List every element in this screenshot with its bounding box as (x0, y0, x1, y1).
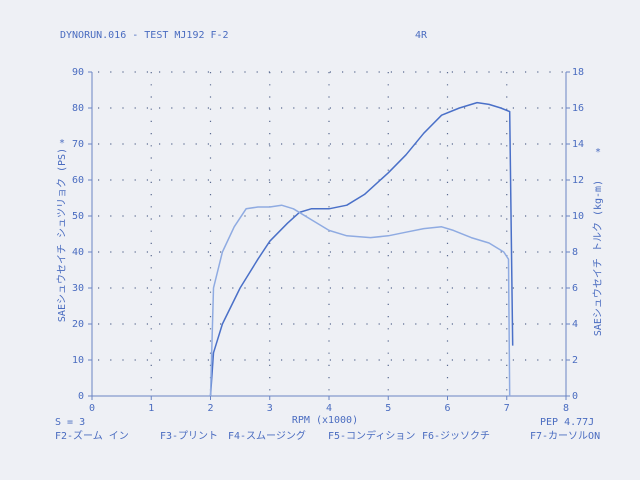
x-tick-label: 6 (444, 403, 450, 414)
status-left: S = 3 (55, 417, 85, 428)
x-tick-label: 8 (563, 403, 569, 414)
y-tick-label: 50 (72, 211, 84, 222)
y-tick-label: 40 (72, 247, 84, 258)
y2-tick-label: 16 (572, 103, 584, 114)
y-axis-label: SAEシュウセイチ シュツリョク (PS) (56, 148, 68, 322)
y2-tick-label: 2 (572, 355, 578, 366)
x-axis-label: RPM (x1000) (292, 415, 358, 426)
y2-axis-label: SAEシュウセイチ トルク (kg-m) (592, 180, 604, 336)
y-tick-label: 90 (72, 67, 84, 78)
power-line (209, 101, 514, 397)
y-tick-label: 0 (78, 391, 84, 402)
function-key: F3-プリント (160, 430, 218, 442)
function-key: F5-コンディション (328, 429, 415, 442)
y2-tick-label: 6 (572, 283, 578, 294)
x-tick-label: 4 (326, 403, 332, 414)
y2-tick-label: 8 (572, 247, 578, 258)
torque-line (209, 204, 511, 397)
y-tick-label: 60 (72, 175, 84, 186)
x-tick-label: 1 (148, 403, 154, 414)
y2-tick-label: 12 (572, 175, 584, 186)
y-tick-label: 10 (72, 355, 84, 366)
function-key: F4-スムージング (228, 429, 306, 442)
function-key: F2-ズーム イン (55, 429, 129, 442)
chart-title: DYNORUN.016 - TEST MJ192 F-2 (60, 30, 229, 41)
function-key: F6-ジッソクチ (422, 430, 490, 442)
x-tick-label: 7 (504, 403, 510, 414)
run-label: 4R (415, 30, 428, 41)
y2-tick-label: 0 (572, 391, 578, 402)
y2-tick-label: 10 (572, 211, 584, 222)
y-tick-label: 80 (72, 103, 84, 114)
y-tick-label: 30 (72, 283, 84, 294)
left-marker: * (59, 138, 65, 149)
x-tick-label: 5 (385, 403, 391, 414)
y2-tick-label: 18 (572, 67, 584, 78)
y2-tick-label: 4 (572, 319, 578, 330)
y-tick-label: 70 (72, 139, 84, 150)
x-tick-label: 3 (267, 403, 273, 414)
x-tick-label: 0 (89, 403, 95, 414)
y2-tick-label: 14 (572, 139, 584, 150)
x-tick-label: 2 (207, 403, 213, 414)
right-marker: * (595, 147, 601, 158)
status-right: PEP 4.77J (540, 417, 594, 428)
y-tick-label: 20 (72, 319, 84, 330)
function-key: F7-カーソルON (530, 430, 600, 442)
